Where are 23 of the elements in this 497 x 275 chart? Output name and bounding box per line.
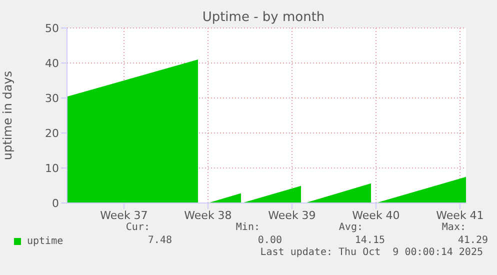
text: 41.29 — [456, 235, 488, 246]
text: Cur: — [124, 222, 150, 233]
text: 14.15 — [354, 235, 385, 246]
y-tick-label: 50 — [45, 22, 59, 35]
text: 0.00 — [256, 235, 282, 246]
chart-title: Uptime - by month — [202, 10, 325, 25]
y-axis-title: uptime in days — [0, 70, 14, 160]
y-tick-label: 30 — [45, 92, 59, 105]
y-tick-label: 20 — [45, 126, 59, 140]
y-tick-label: 10 — [45, 162, 59, 175]
x-tick-label: Week 41 — [436, 208, 484, 222]
y-tick-label: 0 — [52, 196, 59, 210]
x-tick-label: Week 37 — [100, 208, 148, 222]
legend-label: uptime — [26, 236, 64, 247]
x-tick-label: Week 39 — [268, 208, 316, 222]
text: 7.48 — [146, 235, 172, 246]
x-tick-label: Week 38 — [184, 208, 232, 222]
y-tick-label: 40 — [45, 56, 59, 70]
text: Min: — [234, 222, 260, 233]
text: Avg: — [338, 222, 363, 233]
text: Last update: Thu Oct 9 00:00:14 2025 — [260, 247, 483, 258]
x-tick-label: Week 40 — [352, 208, 400, 222]
text: Max: — [440, 222, 466, 233]
